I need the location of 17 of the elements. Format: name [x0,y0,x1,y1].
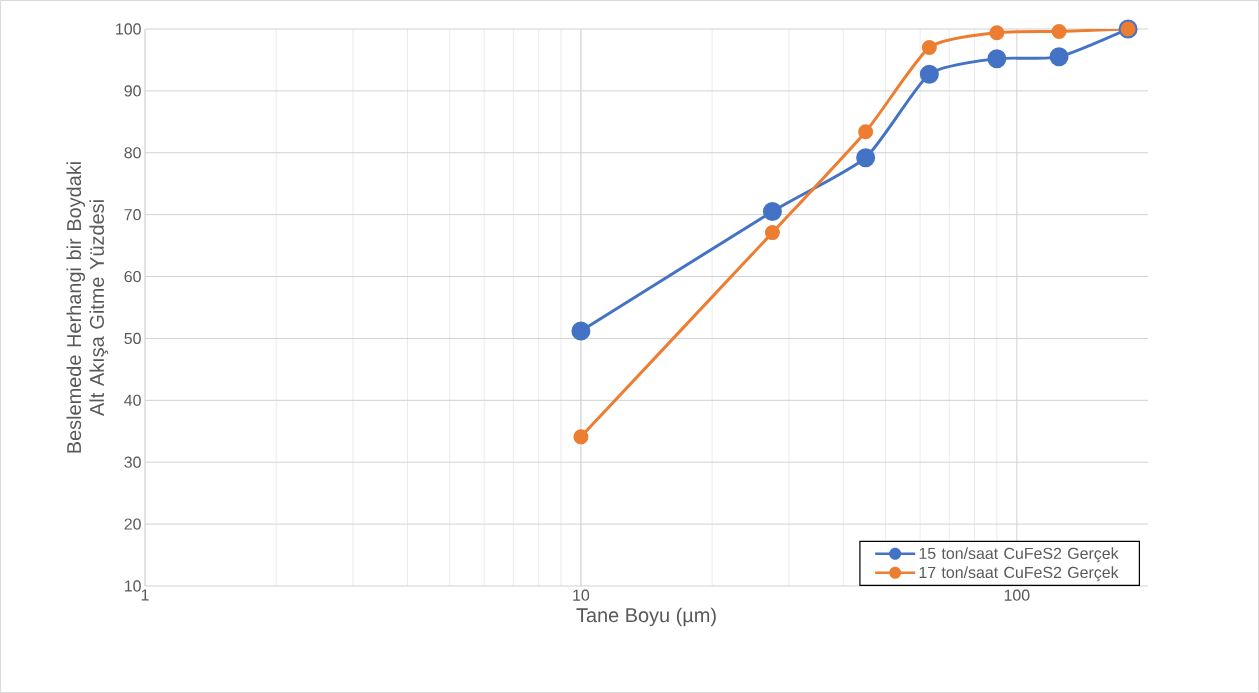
y-tick-label: 80 [124,147,141,159]
y-tick-label: 90 [124,85,141,97]
legend-label: 15 ton/saat CuFeS2 Gerçek [919,547,1119,563]
y-tick-label: 50 [124,332,141,345]
legend-label: 17 ton/saat CuFeS2 Gerçek [919,566,1119,582]
y-axis-title: Beslemede Herhangi bir Boydaki Alt Akışa Gitme Yüzdesi [66,162,109,453]
y-tick-label: 100 [116,23,141,35]
y-tick-label: 10 [124,580,141,592]
x-axis-title: Tane Boyu (µm) [576,607,716,627]
y-tick-label: 20 [124,518,141,530]
y-tick-label: 30 [124,456,141,468]
y-tick-label: 70 [124,209,141,221]
x-tick-label: 1 [141,589,149,601]
y-tick-label: 40 [124,394,141,406]
x-tick-label: 100 [1004,589,1030,601]
x-tick-label: 10 [573,589,590,601]
y-tick-label: 60 [124,270,141,283]
